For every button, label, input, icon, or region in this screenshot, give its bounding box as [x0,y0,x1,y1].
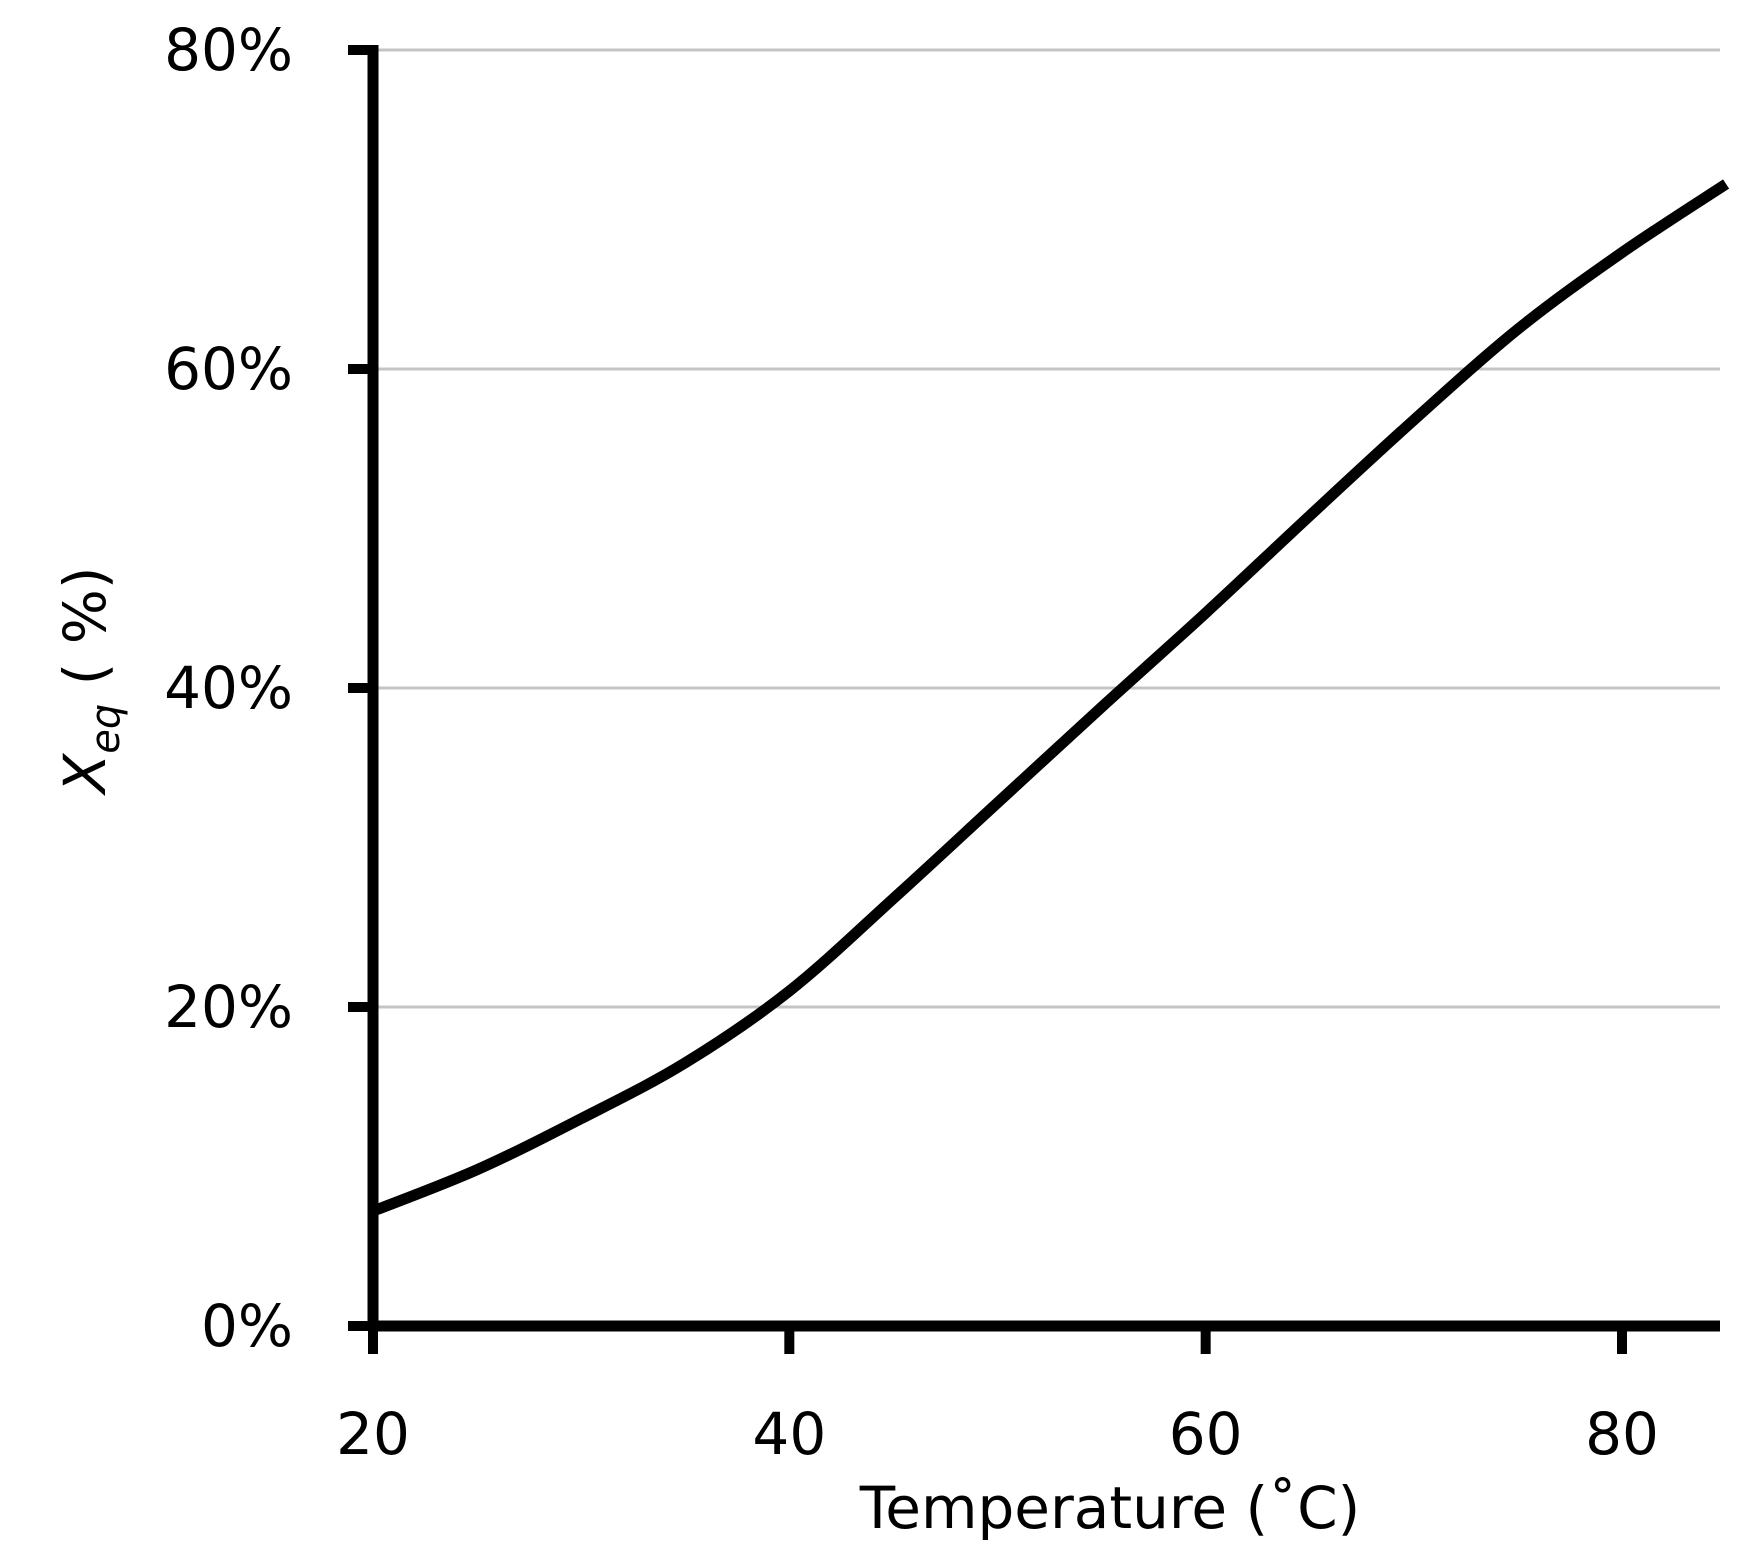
series-layer [370,179,1730,1217]
x-tick-label-60: 60 [1169,1400,1243,1468]
y-axis-title: Xeq ( %) [51,567,129,797]
x-axis-ticks: 20 40 60 80 [336,1326,1659,1468]
y-axis-ticks: 0% 20% 40% 60% 80% [164,16,373,1360]
y-axis-title-subscript: eq [83,704,129,754]
x-axis-title: Temperature (˚C) [859,1474,1361,1542]
y-axis-title-unit: ( %) [51,567,119,704]
x-tick-label-80: 80 [1585,1400,1659,1468]
series-line-0 [370,179,1730,1217]
x-tick-label-40: 40 [752,1400,826,1468]
y-tick-label-80: 80% [164,16,293,84]
x-tick-label-20: 20 [336,1400,410,1468]
y-tick-label-60: 60% [164,335,293,403]
y-tick-label-40: 40% [164,654,293,722]
y-tick-label-20: 20% [164,973,293,1041]
gridlines [373,48,1720,1009]
y-tick-label-0: 0% [201,1292,293,1360]
y-axis-title-main: X [51,752,119,796]
